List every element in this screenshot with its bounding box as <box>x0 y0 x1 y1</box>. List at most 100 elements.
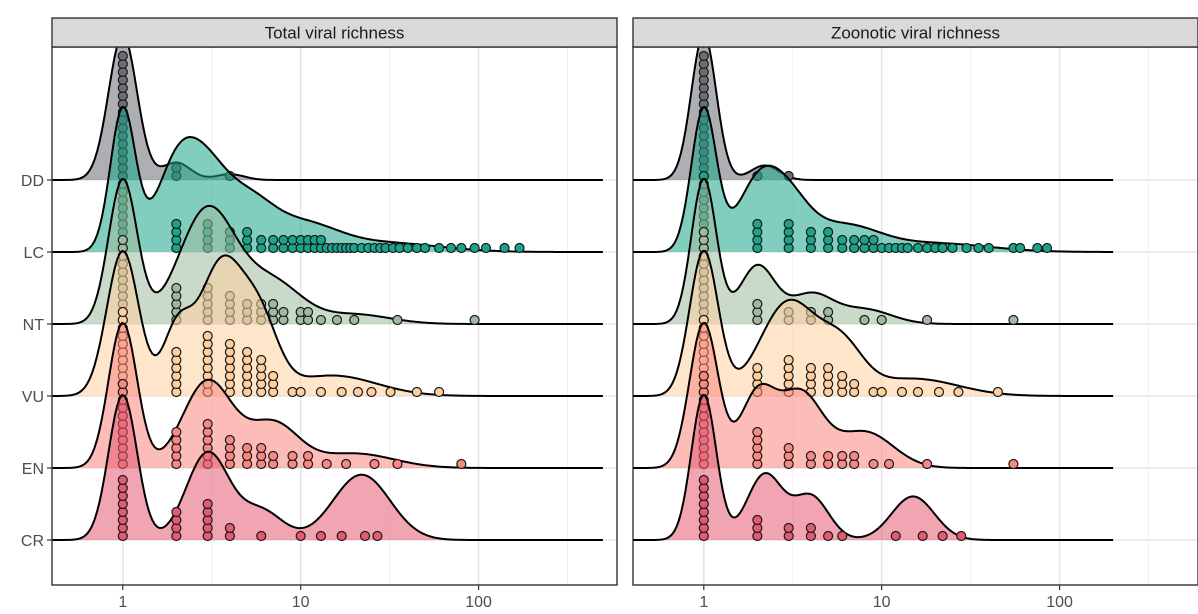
data-point-dd <box>117 50 128 62</box>
x-tick-label: 1 <box>118 594 127 611</box>
data-point-en <box>921 458 933 470</box>
data-point-lc <box>171 218 182 230</box>
strip-background <box>51 17 618 48</box>
density-fill-vu <box>633 251 1114 396</box>
data-point-lc <box>278 234 289 246</box>
data-point-lc <box>242 226 253 238</box>
density-line-lc <box>52 105 603 253</box>
density-fill-cr <box>633 395 1114 540</box>
data-point-vu <box>953 386 964 398</box>
x-tick-label: 1 <box>699 594 708 611</box>
data-point-nt <box>921 314 933 326</box>
data-point-cr <box>224 522 235 534</box>
data-point-lc <box>402 242 413 254</box>
ridge-cr <box>633 393 1114 542</box>
density-line-en <box>633 321 1114 469</box>
data-point-en <box>268 450 279 462</box>
data-point-nt <box>349 314 360 326</box>
data-point-lc <box>937 242 948 254</box>
data-point-lc <box>947 242 958 254</box>
data-point-cr <box>937 530 948 542</box>
data-point-lc <box>1015 242 1026 254</box>
data-point-vu <box>268 370 279 382</box>
data-point-vu <box>805 362 816 374</box>
data-point-nt <box>876 314 887 326</box>
panel-1: Total viral richness 1 10 100 <box>51 17 618 611</box>
data-point-lc <box>961 242 972 254</box>
data-point-en <box>837 450 848 462</box>
data-point-vu <box>336 386 347 398</box>
data-point-en <box>849 450 860 462</box>
data-point-lc <box>419 242 431 254</box>
data-point-en <box>256 442 267 454</box>
data-point-en <box>340 458 352 470</box>
data-point-cr <box>171 506 182 518</box>
data-point-cr <box>752 514 763 526</box>
data-point-nt <box>823 306 834 318</box>
data-point-lc <box>469 242 480 254</box>
data-point-lc <box>837 234 848 246</box>
density-line-nt <box>633 177 1114 325</box>
data-point-vu <box>256 354 267 366</box>
data-point-cr <box>295 530 306 542</box>
data-point-cr <box>783 522 794 534</box>
x-tick-label: 10 <box>873 594 891 611</box>
data-point-dd <box>698 50 709 62</box>
data-point-cr <box>917 530 928 542</box>
data-point-en <box>1008 458 1019 470</box>
data-point-lc <box>256 234 267 246</box>
data-point-cr <box>256 530 267 542</box>
data-point-en <box>302 450 314 462</box>
data-point-nt <box>752 298 763 310</box>
data-point-nt <box>171 282 182 294</box>
density-fill-en <box>52 323 603 468</box>
data-point-cr <box>117 474 128 486</box>
density-line-en <box>52 321 603 469</box>
ridge-lc <box>633 105 1114 254</box>
data-point-en <box>868 458 879 470</box>
data-point-en <box>369 458 380 470</box>
data-point-vu <box>434 386 445 398</box>
y-tick-label: VU <box>22 389 44 406</box>
data-point-cr <box>890 530 901 542</box>
data-point-en <box>117 378 128 390</box>
data-point-lc <box>434 242 445 254</box>
data-point-en <box>805 450 816 462</box>
data-point-nt <box>1008 314 1019 326</box>
data-point-vu <box>876 386 887 398</box>
data-point-cr <box>315 530 327 542</box>
data-point-cr <box>956 530 967 542</box>
data-point-lc <box>849 234 860 246</box>
data-point-cr <box>837 530 848 542</box>
x-tick-label: 100 <box>1046 594 1073 611</box>
data-point-lc <box>983 242 994 254</box>
y-tick-label: NT <box>23 317 45 334</box>
data-point-cr <box>336 530 347 542</box>
data-point-lc <box>514 242 525 254</box>
data-point-nt <box>268 298 279 310</box>
data-point-nt <box>117 234 128 246</box>
panel-title: Zoonotic viral richness <box>831 24 1000 43</box>
y-tick-label: CR <box>21 533 44 550</box>
data-point-lc <box>973 242 984 254</box>
data-point-vu <box>171 346 182 358</box>
data-point-lc <box>499 242 510 254</box>
data-point-vu <box>295 386 306 398</box>
density-line-vu <box>51 249 603 397</box>
data-point-en <box>202 418 213 430</box>
data-point-nt <box>469 314 480 326</box>
data-point-lc <box>752 218 763 230</box>
data-point-vu <box>224 338 235 350</box>
data-point-lc <box>1041 242 1053 254</box>
data-point-en <box>456 458 467 470</box>
density-line-vu <box>633 249 1114 397</box>
data-point-en <box>392 458 403 470</box>
data-point-lc <box>268 234 279 246</box>
data-point-cr <box>698 474 709 486</box>
density-fill-dd <box>52 35 603 180</box>
data-point-nt <box>331 314 343 326</box>
density-fill-dd <box>633 35 1114 180</box>
data-point-lc <box>480 242 492 254</box>
data-point-lc <box>456 242 467 254</box>
